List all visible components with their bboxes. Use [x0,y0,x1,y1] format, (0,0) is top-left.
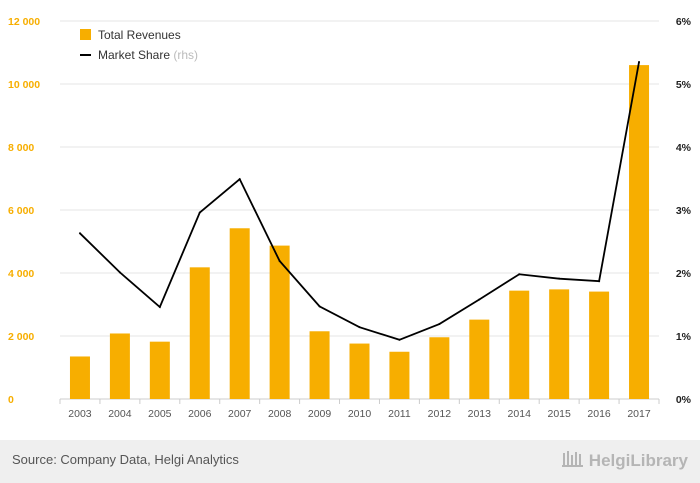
x-tick-label: 2010 [348,408,372,420]
legend-swatch-revenues [80,29,91,40]
line-point [118,271,121,274]
chart-svg: 0 2 000 4 000 6 000 8 000 10 000 12 000 0% 1% 2% 3… [8,16,692,420]
y2-tick-label: 1% [676,331,692,343]
y-tick-label: 10 000 [8,79,40,91]
bar [469,319,490,399]
bar [109,333,130,399]
line-point [518,273,521,276]
bar [549,289,570,399]
y-tick-label: 2 000 [8,331,34,343]
y2-tick-label: 2% [676,268,692,280]
brand-logo[interactable]: HelgiLibrary [561,449,688,472]
bar [69,356,90,399]
x-tick-label: 2004 [108,408,132,420]
legend-label-market-share: Market Share (rhs) [98,48,198,62]
y-tick-label: 0 [8,394,14,406]
line-point [398,338,401,341]
legend-rhs-note: (rhs) [173,48,198,62]
x-tick-label: 2008 [268,408,292,420]
x-tick-label: 2011 [388,408,411,420]
y2-tick-label: 3% [676,205,692,217]
x-tick-label: 2013 [468,408,492,420]
bar [269,245,290,399]
footer: Source: Company Data, Helgi Analytics He… [0,440,700,483]
y-tick-label: 6 000 [8,205,34,217]
line-point [558,277,561,280]
x-tick-label: 2014 [508,408,532,420]
source-text: Source: Company Data, Helgi Analytics [12,452,239,467]
line-point [318,305,321,308]
x-tick-label: 2005 [148,408,172,420]
legend-series-name: Market Share [98,48,173,62]
bar [189,267,210,399]
x-tick-label: 2003 [68,408,92,420]
x-tick-label: 2017 [627,408,651,420]
y2-tick-label: 5% [676,79,692,91]
line-point [238,178,241,181]
y2-tick-label: 6% [676,16,692,28]
y-tick-label: 4 000 [8,268,34,280]
bar [629,65,650,399]
bar [149,341,170,399]
library-icon [561,449,584,472]
line-point [278,260,281,263]
x-tick-label: 2009 [308,408,332,420]
x-tick-label: 2015 [547,408,571,420]
chart: 0 2 000 4 000 6 000 8 000 10 000 12 000 0% 1% 2% 3… [8,16,692,420]
legend-label-revenues: Total Revenues [98,28,181,42]
line-point [638,60,641,63]
bar [429,337,450,399]
x-tick-label: 2007 [228,408,252,420]
bar [389,351,410,399]
line-point [438,323,441,326]
y2-tick-label: 4% [676,142,692,154]
bar [229,228,250,399]
y-tick-label: 8 000 [8,142,34,154]
x-tick-label: 2006 [188,408,212,420]
y-tick-label: 12 000 [8,16,40,28]
line-point [158,306,161,309]
bar [589,291,610,399]
x-tick-label: 2012 [428,408,452,420]
line-point [358,326,361,329]
line-point [598,280,601,283]
line-point [78,232,81,235]
y2-tick-label: 0% [676,394,692,406]
bar [509,290,530,399]
x-tick-label: 2016 [587,408,611,420]
line-point [478,298,481,301]
line-point [198,211,201,214]
bar [349,343,370,399]
brand-name: HelgiLibrary [588,450,688,470]
bar [309,331,330,399]
